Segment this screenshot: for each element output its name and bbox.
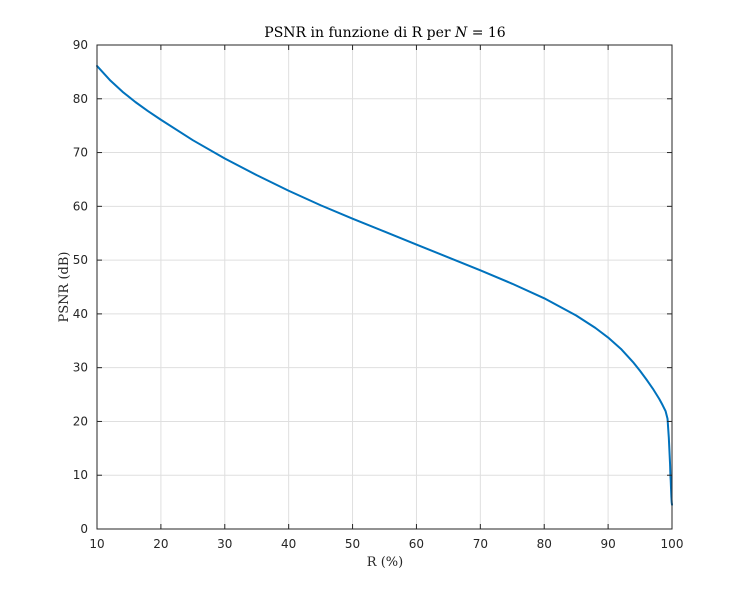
y-tick-label: 40 — [73, 307, 88, 321]
y-tick-label: 70 — [73, 146, 88, 160]
y-tick-label: 0 — [80, 522, 88, 536]
x-tick-label: 90 — [600, 537, 615, 551]
x-tick-label: 20 — [153, 537, 168, 551]
x-tick-label: 80 — [537, 537, 552, 551]
y-axis-ticks: 0 10 20 30 40 50 60 70 80 90 — [73, 38, 672, 536]
y-tick-label: 10 — [73, 468, 88, 482]
x-tick-label: 10 — [89, 537, 104, 551]
x-tick-label: 70 — [473, 537, 488, 551]
y-tick-label: 60 — [73, 199, 88, 213]
x-tick-label: 30 — [217, 537, 232, 551]
x-tick-label: 60 — [409, 537, 424, 551]
plot-frame — [96, 44, 673, 530]
x-tick-label: 50 — [345, 537, 360, 551]
y-tick-label: 20 — [73, 414, 88, 428]
y-tick-label: 30 — [73, 361, 88, 375]
y-tick-label: 80 — [73, 92, 88, 106]
x-axis-label: R (%) — [367, 555, 403, 570]
plot-area — [97, 45, 672, 529]
chart-title: PSNR in funzione di R per N = 16 — [264, 25, 506, 41]
gridlines — [97, 45, 672, 529]
chart-title-variable: N — [454, 25, 468, 41]
y-axis-label: PSNR (dB) — [57, 252, 72, 323]
chart-title-prefix: PSNR in funzione di R per — [264, 25, 455, 41]
series-layer — [96, 64, 673, 506]
x-tick-label: 100 — [661, 537, 684, 551]
x-tick-label: 40 — [281, 537, 296, 551]
psnr-series-line — [96, 64, 673, 506]
x-axis-ticks: 10 20 30 40 50 60 70 80 90 100 — [89, 45, 683, 551]
y-tick-label: 50 — [73, 253, 88, 267]
chart-title-suffix: = 16 — [467, 25, 506, 41]
y-tick-label: 90 — [73, 38, 88, 52]
